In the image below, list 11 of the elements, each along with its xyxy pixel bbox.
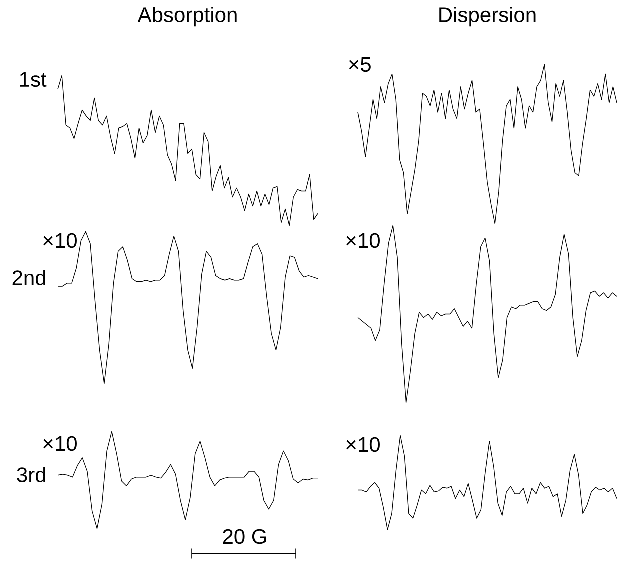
y-axis-title: 1st xyxy=(20,72,47,88)
annotation: ×10 xyxy=(346,437,380,452)
chart-title: Absorption xyxy=(138,7,237,27)
annotation: ×10 xyxy=(346,233,380,248)
annotation: ×10 xyxy=(44,436,77,452)
annotation: ×5 xyxy=(349,58,371,72)
y-axis-title: 2nd xyxy=(12,270,46,286)
text: 20 G xyxy=(223,529,266,544)
annotation: ×10 xyxy=(44,233,77,248)
y-axis-title: 3rd xyxy=(17,467,46,483)
chart-title: Dispersion xyxy=(440,7,536,27)
